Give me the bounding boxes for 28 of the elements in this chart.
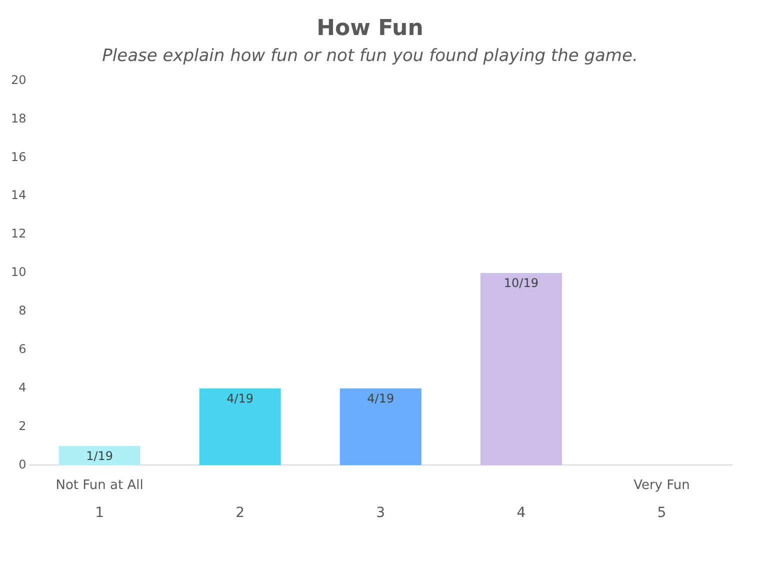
text: Very Fun: [634, 478, 690, 494]
data-label: 4/19: [367, 391, 394, 406]
chart-subtitle: Please explain how fun or not fun you found playing the game.: [102, 46, 638, 66]
y-tick-label: 14: [10, 188, 26, 202]
data-label: 1/19: [86, 449, 114, 464]
y-tick-label: 18: [10, 111, 26, 126]
y-tick-label: 20: [10, 72, 26, 87]
x-tick-label: 3: [376, 505, 386, 522]
y-tick-label: 6: [18, 342, 26, 356]
y-tick-label: 8: [18, 304, 26, 318]
y-tick-label: 4: [18, 380, 26, 394]
x-tick-label: 4: [516, 505, 526, 522]
data-label: 10/19: [504, 276, 538, 290]
x-tick-label: 2: [236, 505, 245, 522]
bar: [480, 273, 562, 466]
y-tick-label: 10: [10, 265, 26, 280]
text: Not Fun at All: [56, 478, 144, 494]
x-tick-label: 1: [95, 505, 104, 522]
y-tick-label: 12: [10, 226, 26, 241]
x-tick-label: 5: [657, 505, 666, 522]
y-tick-label: 16: [10, 150, 26, 164]
bar: [199, 388, 281, 466]
bar: [340, 388, 422, 466]
chart-title: How Fun: [316, 16, 424, 41]
y-tick-label: 0: [18, 457, 26, 472]
bar: [58, 446, 140, 466]
y-tick-label: 2: [18, 418, 26, 433]
data-label: 4/19: [226, 391, 254, 406]
